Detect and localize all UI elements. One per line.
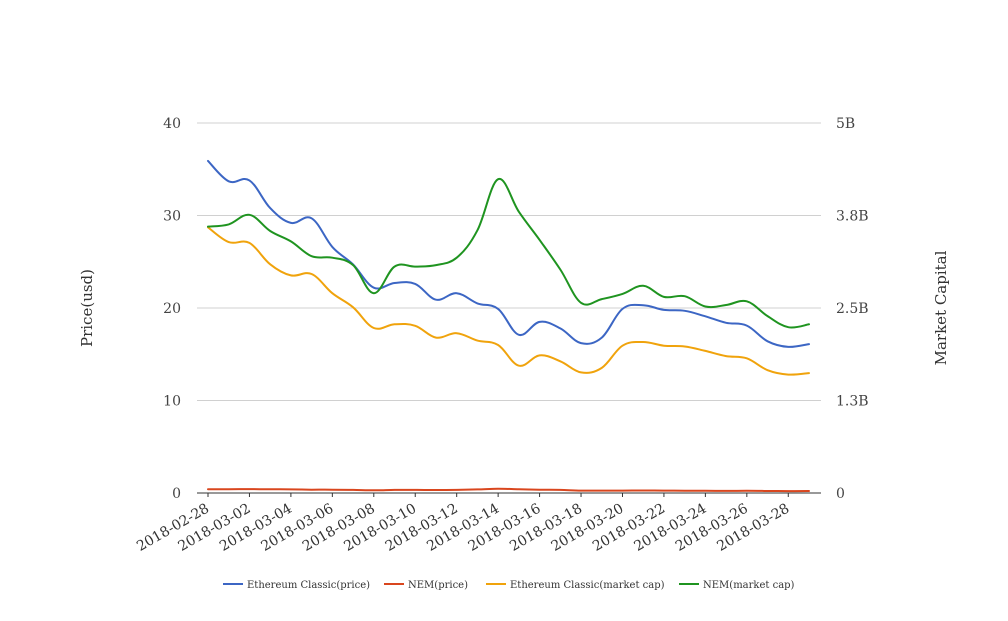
y-right-tick-label: 1.3B	[836, 394, 869, 410]
legend-label: Ethereum Classic(market cap)	[510, 580, 665, 591]
y-left-tick-label: 20	[163, 301, 181, 317]
y-left-tick-label: 10	[163, 394, 181, 410]
y-right-tick-label: 0	[836, 486, 845, 502]
legend-item: Ethereum Classic(market cap)	[486, 580, 665, 591]
legend-label: NEM(price)	[408, 580, 468, 591]
y-axis-left-title: Price(usd)	[78, 269, 96, 347]
legend-label: NEM(market cap)	[703, 580, 795, 591]
legend-label: Ethereum Classic(price)	[247, 580, 370, 591]
series-line-ethereum-classic-market-cap	[207, 226, 810, 376]
y-right-tick-label: 3.8B	[836, 209, 869, 225]
y-left-tick-label: 40	[163, 116, 181, 132]
legend-item: NEM(price)	[384, 580, 468, 591]
legend-item: Ethereum Classic(price)	[223, 580, 370, 591]
legend: Ethereum Classic(price) NEM(price) Ethereu…	[223, 580, 795, 591]
y-right-tick-label: 5B	[836, 116, 855, 132]
y-left-tick-label: 30	[163, 209, 181, 225]
grid-layer	[197, 122, 821, 494]
y-axis-right-title: Market Capital	[932, 250, 950, 365]
series-line-ethereum-classic-price	[207, 159, 810, 348]
series-layer	[207, 159, 810, 493]
y-right-tick-label: 2.5B	[836, 301, 869, 317]
legend-item: NEM(market cap)	[679, 580, 795, 591]
y-left-tick-label: 0	[172, 486, 181, 502]
series-line-nem-market-cap	[207, 178, 810, 329]
series-line-nem-price	[207, 487, 810, 493]
